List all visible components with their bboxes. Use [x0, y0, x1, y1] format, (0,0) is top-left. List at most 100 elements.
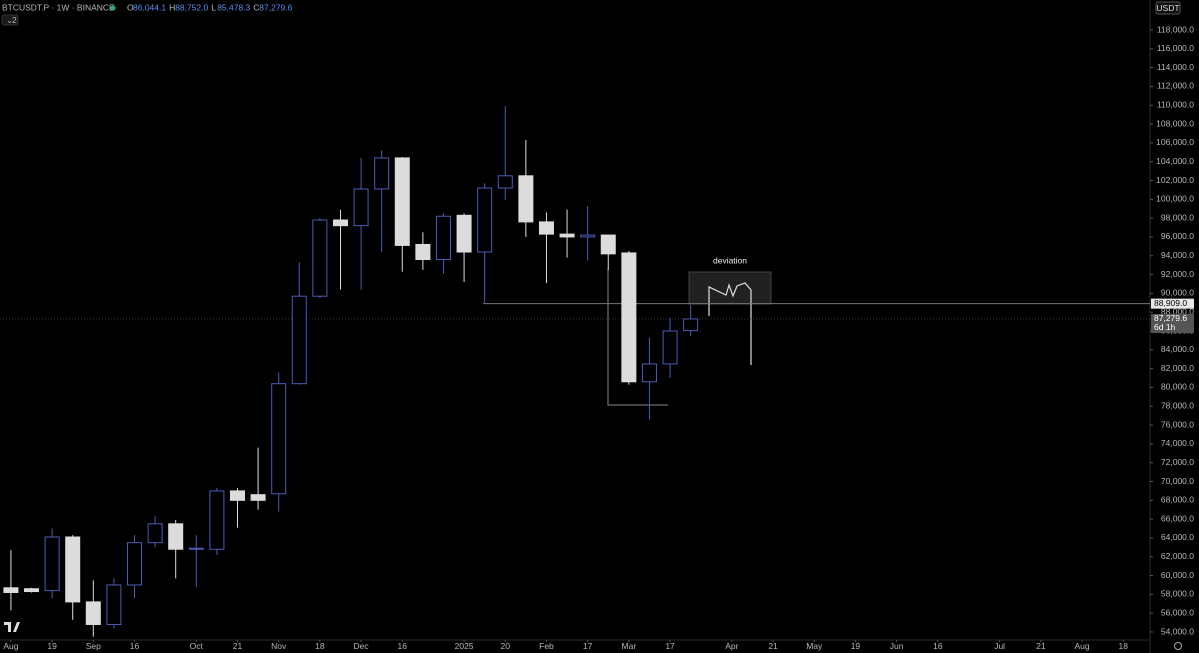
y-tick-label: 78,000.0	[1161, 401, 1194, 411]
x-tick-label: 21	[1036, 641, 1046, 651]
candle-body	[44, 536, 60, 592]
x-tick-label: 16	[130, 641, 140, 651]
countdown: 6d 1h	[1154, 322, 1176, 332]
y-tick-label: 60,000.0	[1161, 570, 1194, 580]
candle-body	[497, 175, 513, 189]
indicator-toggle[interactable]	[1, 14, 19, 26]
candle-body	[415, 243, 431, 261]
y-tick-label: 90,000.0	[1161, 288, 1194, 298]
price-label-bg	[1151, 313, 1194, 333]
candle-body	[394, 157, 410, 246]
candle-body	[250, 494, 266, 501]
y-tick-label: 102,000.0	[1156, 175, 1194, 185]
price-label: 88,909.0	[1154, 298, 1187, 308]
x-tick-label: Nov	[271, 641, 287, 651]
x-tick-label: 19	[47, 641, 57, 651]
ohlc-value: 87,279.6	[259, 2, 292, 12]
y-tick-label: 62,000.0	[1161, 551, 1194, 561]
y-tick-label: 118,000.0	[1157, 24, 1194, 34]
y-tick-label: 100,000.0	[1156, 194, 1194, 204]
y-tick-label: 80,000.0	[1161, 382, 1194, 392]
settings-button[interactable]	[1174, 642, 1182, 650]
ohlc-key: O	[127, 2, 134, 12]
y-tick-label: 54,000.0	[1161, 626, 1194, 636]
candle-body	[209, 490, 225, 550]
x-tick-label: 19	[851, 641, 861, 651]
candle-body	[24, 588, 40, 593]
currency: USDT	[1156, 3, 1179, 13]
x-tick-label: Jul	[994, 641, 1005, 651]
candle-body	[435, 215, 451, 261]
range-line	[607, 268, 668, 406]
candle-body	[477, 187, 493, 253]
candle-body	[374, 157, 390, 190]
x-tick-label: 2025	[455, 641, 474, 651]
y-tick-label: 68,000.0	[1161, 495, 1194, 505]
y-tick-label: 114,000.0	[1157, 62, 1194, 72]
market-status	[110, 5, 116, 11]
candle-body	[456, 214, 472, 253]
x-tick-label: Feb	[539, 641, 554, 651]
candle-body	[538, 221, 554, 235]
x-tick-label: 21	[768, 641, 778, 651]
y-tick-label: 84,000.0	[1161, 344, 1194, 354]
x-tick-label: 16	[933, 641, 943, 651]
x-tick-label: 18	[315, 641, 325, 651]
y-tick-label: 98,000.0	[1161, 212, 1194, 222]
ohlc-key: H	[169, 2, 175, 12]
x-tick-label: May	[806, 641, 823, 651]
y-tick-label: 82,000.0	[1161, 363, 1194, 373]
tv-logo	[4, 622, 20, 632]
x-tick-label: 20	[501, 641, 511, 651]
candle-body	[662, 330, 678, 365]
x-tick-label: Apr	[725, 641, 738, 651]
candle-body	[559, 233, 575, 238]
y-tick-label: 56,000.0	[1161, 607, 1194, 617]
y-tick-label: 104,000.0	[1156, 156, 1194, 166]
ohlc-value: 88,752.0	[175, 2, 208, 12]
indicator-count: 2	[12, 15, 17, 25]
y-tick-label: 110,000.0	[1157, 100, 1194, 110]
y-tick-label: 64,000.0	[1161, 532, 1194, 542]
y-tick-label: 58,000.0	[1161, 589, 1194, 599]
ohlc-value: 86,044.1	[133, 2, 166, 12]
x-tick-label: Mar	[622, 641, 637, 651]
y-tick-label: 116,000.0	[1157, 43, 1194, 53]
x-tick-label: Oct	[190, 641, 204, 651]
candle-body	[65, 536, 81, 603]
price-label: 87,279.6	[1154, 313, 1187, 323]
y-tick-label: 88,000.0	[1161, 306, 1194, 316]
candle-body	[518, 175, 534, 223]
ohlc-key: C	[253, 2, 259, 12]
x-tick-label: 16	[398, 641, 408, 651]
candle-body	[600, 234, 616, 255]
candle-body	[106, 584, 122, 625]
x-tick-label: 18	[1118, 641, 1128, 651]
x-tick-label: Jun	[890, 641, 904, 651]
candle-body	[641, 363, 657, 383]
candle-body	[353, 188, 369, 227]
x-tick-label: 17	[583, 641, 593, 651]
y-tick-label: 108,000.0	[1156, 118, 1194, 128]
currency-button[interactable]	[1155, 1, 1181, 15]
x-tick-label: Dec	[354, 641, 370, 651]
x-tick-label: 17	[665, 641, 675, 651]
indicator-chevron: ⌄	[6, 15, 13, 25]
candle-body	[621, 252, 637, 383]
candle-body	[332, 219, 348, 227]
y-tick-label: 72,000.0	[1161, 457, 1194, 467]
candle-body	[3, 587, 19, 593]
candle-body	[168, 523, 184, 550]
x-tick-label: Sep	[86, 641, 101, 651]
y-tick-label: 96,000.0	[1161, 231, 1194, 241]
candle-body	[580, 234, 596, 238]
candle-body	[188, 547, 204, 550]
price-label-bg	[1151, 298, 1194, 309]
candle-body	[85, 601, 101, 625]
y-tick-label: 106,000.0	[1156, 137, 1194, 147]
candle-body	[271, 383, 287, 495]
symbol-title: BTCUSDT.P · 1W · BINANCE	[2, 2, 115, 12]
